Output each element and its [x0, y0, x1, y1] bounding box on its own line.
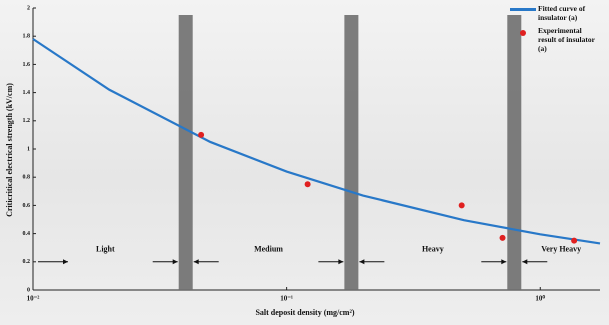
- data-point: [305, 181, 311, 187]
- data-point: [571, 238, 577, 244]
- arrow-head: [173, 259, 178, 264]
- y-tick-label: 1.8: [23, 34, 31, 40]
- page: Salt deposit density (mg/cm²) Criticriti…: [0, 0, 609, 325]
- legend-swatch: [508, 8, 538, 11]
- arrow-head: [63, 259, 68, 264]
- y-tick-label: 0.6: [23, 203, 31, 209]
- legend-swatch: [508, 30, 538, 36]
- data-point: [198, 132, 204, 138]
- legend-label: Fitted curve of insulator (a): [538, 4, 600, 22]
- arrow-head: [501, 259, 506, 264]
- x-tick-label: 10⁻¹: [280, 295, 293, 303]
- arrow-head: [522, 259, 527, 264]
- arrow-head: [194, 259, 199, 264]
- arrow-head: [359, 259, 364, 264]
- region-boundary: [344, 15, 358, 290]
- y-tick-label: 1.4: [23, 90, 31, 96]
- y-tick-label: 0.4: [23, 231, 31, 237]
- region-label: Medium: [254, 245, 283, 254]
- y-tick-label: 2: [27, 5, 30, 11]
- data-point: [459, 202, 465, 208]
- legend-item: Fitted curve of insulator (a): [508, 4, 608, 22]
- x-axis-label: Salt deposit density (mg/cm²): [255, 308, 354, 317]
- y-tick-label: 1: [27, 146, 30, 152]
- y-tick-label: 0.8: [23, 175, 31, 181]
- region-boundary: [179, 15, 193, 290]
- x-tick-label: 10⁻²: [27, 295, 40, 303]
- y-tick-label: 0.2: [23, 259, 31, 265]
- data-point: [500, 235, 506, 241]
- region-label: Heavy: [422, 245, 444, 254]
- y-tick-label: 1.2: [23, 118, 31, 124]
- region-label: Very Heavy: [541, 245, 581, 254]
- legend: Fitted curve of insulator (a) Experimenta…: [508, 4, 608, 57]
- region-label: Light: [96, 245, 115, 254]
- y-tick-label: 0: [27, 287, 30, 293]
- x-tick-label: 10⁰: [535, 295, 545, 303]
- y-axis-label: Criticritical electrical strength (kV/cm…: [5, 83, 14, 217]
- legend-item: Experimental result of insulator (a): [508, 26, 608, 53]
- y-tick-label: 1.6: [23, 62, 31, 68]
- legend-label: Experimental result of insulator (a): [538, 26, 600, 53]
- arrow-head: [338, 259, 343, 264]
